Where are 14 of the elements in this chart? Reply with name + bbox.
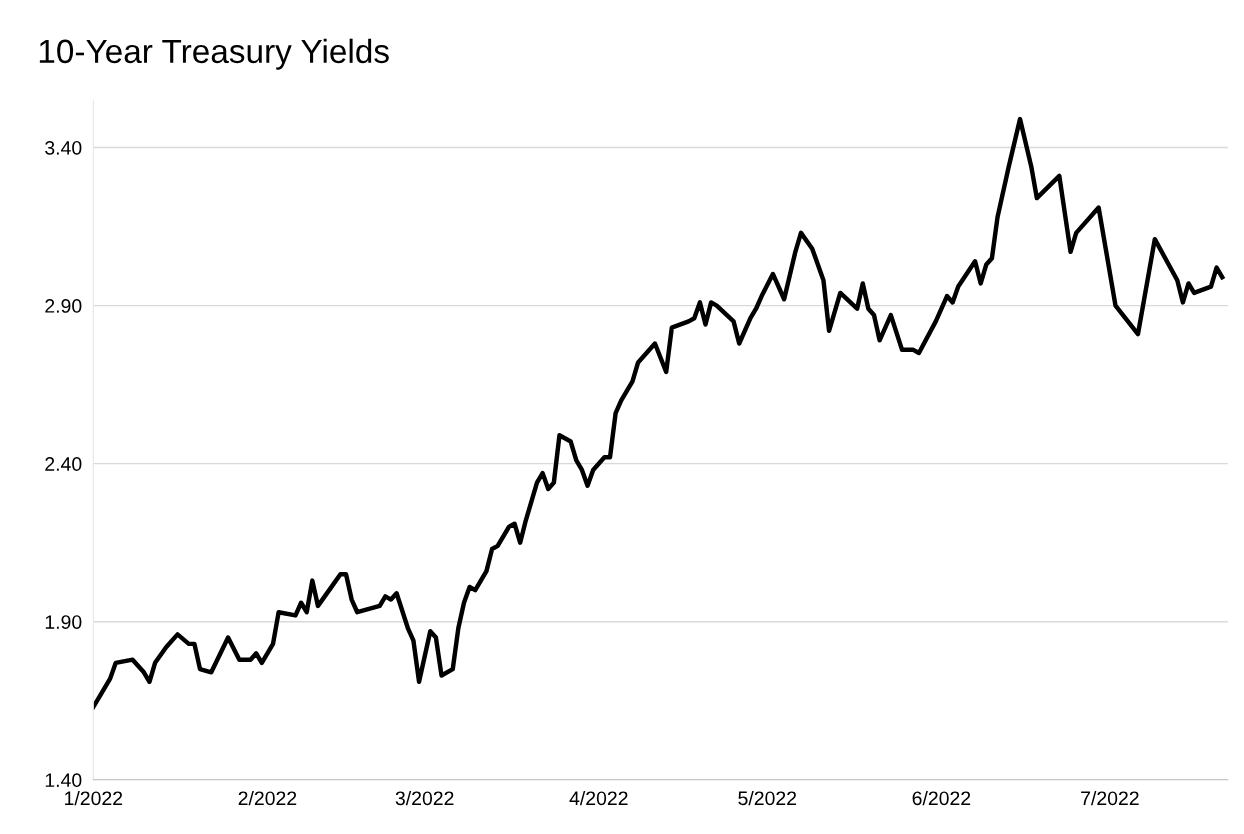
x-tick-label: 3/2022 bbox=[395, 790, 454, 806]
x-tick-label: 5/2022 bbox=[738, 790, 797, 806]
x-tick-label: 2/2022 bbox=[238, 790, 297, 806]
line-series bbox=[93, 116, 1225, 710]
y-tick-label: 1.40 bbox=[45, 773, 82, 788]
y-tick-label: 2.90 bbox=[45, 299, 82, 313]
x-tick-label: 4/2022 bbox=[569, 790, 628, 806]
y-tick-label: 3.40 bbox=[45, 140, 82, 155]
x-tick-label: 6/2022 bbox=[912, 790, 971, 806]
y-tick-label: 2.40 bbox=[45, 457, 82, 471]
x-tick-label: 7/2022 bbox=[1081, 790, 1139, 806]
x-tick-label: 1/2022 bbox=[65, 790, 123, 806]
y-tick-label: 1.90 bbox=[45, 615, 82, 629]
chart-title: 10-Year Treasury Yields bbox=[39, 38, 389, 70]
